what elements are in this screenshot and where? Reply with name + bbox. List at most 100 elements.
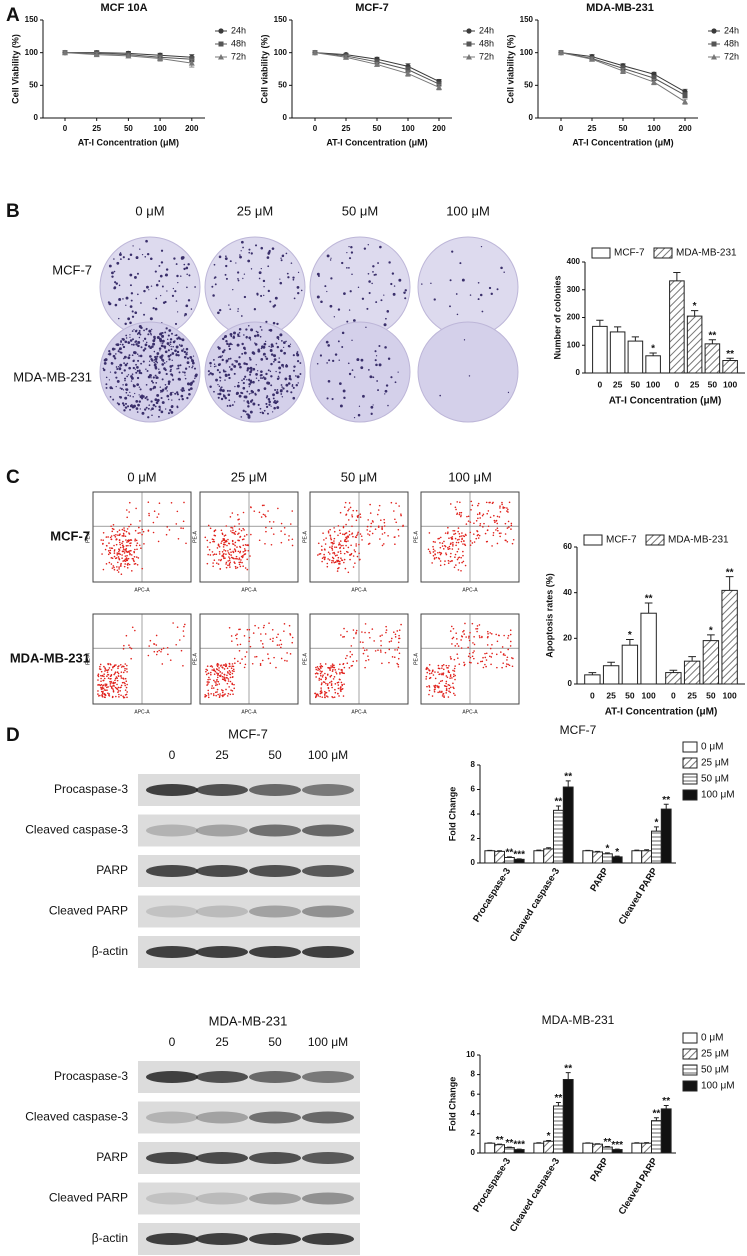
colony [285, 363, 288, 366]
event [486, 529, 489, 531]
colony [224, 396, 227, 400]
blot-row-label: Cleaved caspase-3 [25, 823, 128, 837]
colony [384, 389, 388, 393]
event [117, 561, 119, 564]
event [355, 536, 357, 539]
event [124, 677, 127, 680]
event [280, 657, 283, 660]
colony [260, 358, 264, 361]
colony [160, 249, 164, 252]
event [101, 543, 104, 545]
significance-label: ** [564, 772, 572, 783]
event [355, 519, 358, 522]
event [244, 567, 247, 569]
colony [140, 302, 142, 304]
colony [256, 333, 260, 337]
colony [120, 387, 123, 390]
event [432, 540, 435, 543]
event [104, 670, 106, 672]
colony [375, 363, 378, 367]
event [329, 528, 331, 531]
bar [582, 1142, 594, 1154]
event [507, 634, 510, 637]
event [231, 690, 234, 692]
colony [159, 355, 163, 359]
event [348, 667, 351, 669]
marker [436, 81, 442, 87]
colony [324, 285, 327, 288]
event [345, 523, 347, 526]
colony [233, 401, 236, 403]
event [334, 691, 337, 694]
event [231, 676, 234, 679]
event [352, 555, 355, 557]
event [127, 544, 129, 547]
event [473, 541, 476, 543]
y-tick-label: 0 [471, 858, 476, 867]
event [461, 538, 463, 541]
colony [117, 403, 121, 406]
event [291, 544, 294, 547]
bar [660, 808, 672, 864]
colony [243, 273, 246, 275]
event [185, 542, 187, 545]
significance-label: ** [645, 594, 653, 605]
event [119, 663, 122, 666]
event [148, 514, 150, 517]
colony [159, 389, 162, 392]
event [116, 530, 119, 533]
colony [150, 380, 153, 383]
colony [238, 327, 242, 331]
colony [287, 382, 291, 385]
event [137, 557, 140, 559]
event [209, 665, 212, 668]
event [221, 691, 224, 694]
event [120, 565, 122, 567]
event [239, 545, 241, 548]
event [287, 539, 290, 541]
row-label: MCF-7 [50, 528, 90, 543]
column-header: 25 μM [237, 203, 273, 218]
event [431, 695, 434, 697]
event [222, 667, 224, 669]
event [321, 560, 323, 563]
event [121, 542, 123, 545]
colony [184, 377, 187, 380]
x-axis-label: AT-I Concentration (μM) [572, 137, 673, 147]
blot-band [146, 1071, 198, 1083]
event [438, 667, 441, 670]
event [130, 570, 133, 572]
colony [172, 391, 174, 394]
bar [683, 660, 701, 685]
colony [138, 329, 141, 332]
colony [296, 351, 299, 353]
event [115, 676, 118, 678]
event [222, 539, 224, 542]
event [124, 663, 127, 665]
event [442, 663, 445, 666]
colony [166, 394, 170, 398]
flow-axis-label: APC-A [462, 587, 478, 593]
event [370, 525, 372, 528]
colony [238, 356, 241, 359]
event [454, 556, 456, 559]
event [335, 671, 337, 674]
event [336, 681, 339, 684]
event [126, 566, 129, 569]
colony [330, 257, 332, 259]
colony [222, 369, 225, 371]
event [228, 553, 231, 556]
event [443, 540, 445, 543]
event [320, 683, 323, 686]
axis [576, 547, 745, 685]
event [490, 656, 493, 658]
event [366, 525, 369, 528]
event [227, 538, 229, 541]
marker [711, 28, 717, 34]
event [333, 540, 335, 542]
event [217, 563, 220, 565]
colony [118, 297, 122, 301]
event [324, 690, 326, 693]
colony [166, 385, 168, 388]
event [463, 633, 466, 635]
